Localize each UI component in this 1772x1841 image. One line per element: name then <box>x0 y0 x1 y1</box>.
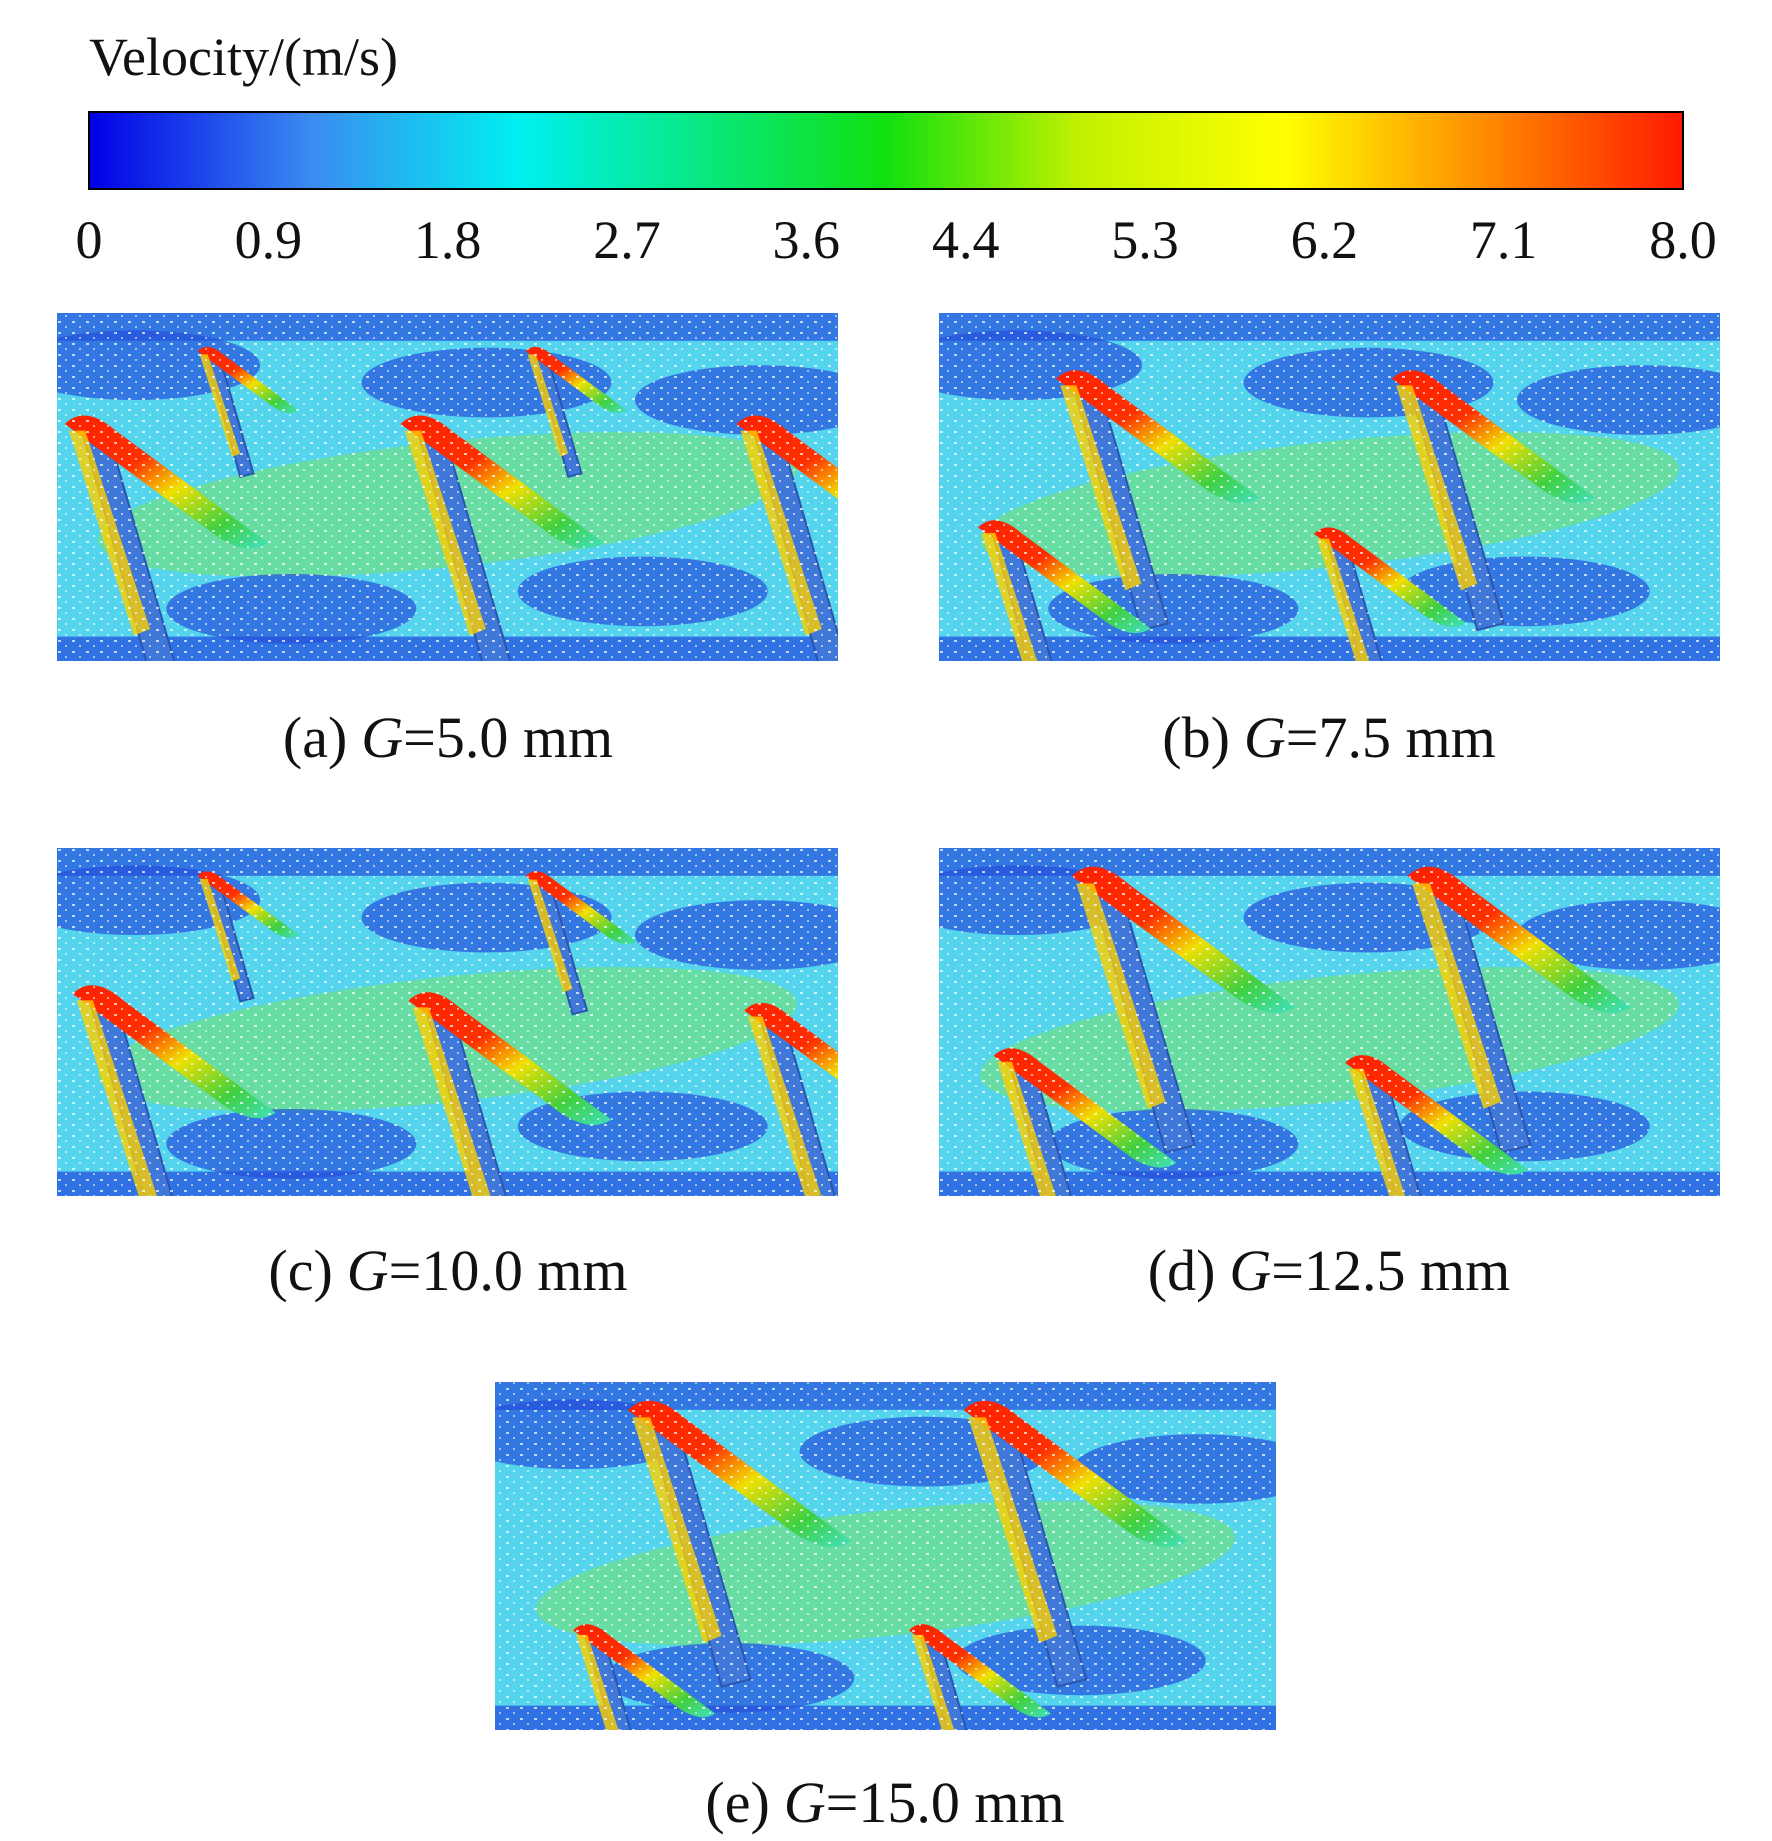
panels: (a) G=5.0 mm (b) G=7.5 mm(c) G=10.0 mm (d) G=1… <box>57 313 1720 1835</box>
caption-symbol: G <box>347 1238 389 1303</box>
caption-tag: (b) <box>1162 705 1230 770</box>
colorbar-tick-label: 7.1 <box>1470 210 1538 270</box>
colorbar-ticks: 0 0.9 1.8 2.7 3.6 4.4 5.3 6.2 7.1 8.0 <box>76 210 1717 270</box>
caption-tag: (d) <box>1148 1238 1216 1303</box>
caption-symbol: G <box>361 705 403 770</box>
caption-symbol: G <box>1229 1238 1271 1303</box>
caption-symbol: G <box>1244 705 1286 770</box>
colorbar-tick-label: 5.3 <box>1111 210 1179 270</box>
panel-caption: (d) G=12.5 mm <box>1148 1238 1510 1303</box>
caption-value: =12.5 mm <box>1271 1238 1510 1303</box>
colorbar-tick-label: 0.9 <box>235 210 303 270</box>
panel-caption: (e) G=15.0 mm <box>705 1770 1064 1835</box>
panel-caption: (b) G=7.5 mm <box>1162 705 1495 770</box>
caption-symbol: G <box>784 1770 826 1835</box>
colorbar-tick-label: 2.7 <box>593 210 661 270</box>
cfd-panel: (b) G=7.5 mm <box>939 313 1720 770</box>
caption-value: =5.0 mm <box>403 705 613 770</box>
caption-value: =15.0 mm <box>826 1770 1065 1835</box>
colorbar <box>88 111 1684 190</box>
cfd-panel: (e) G=15.0 mm <box>495 1382 1276 1835</box>
colorbar-tick-label: 1.8 <box>414 210 482 270</box>
cfd-panel: (d) G=12.5 mm <box>939 848 1720 1303</box>
colorbar-tick-label: 8.0 <box>1649 210 1717 270</box>
colorbar-tick-label: 0 <box>76 210 103 270</box>
colorbar-tick-label: 3.6 <box>773 210 841 270</box>
caption-value: =7.5 mm <box>1286 705 1496 770</box>
colorbar-tick-label: 4.4 <box>932 210 1000 270</box>
caption-tag: (e) <box>705 1770 769 1835</box>
panel-caption: (c) G=10.0 mm <box>268 1238 627 1303</box>
colorbar-tick-label: 6.2 <box>1291 210 1359 270</box>
colorbar-title: Velocity/(m/s) <box>89 27 398 87</box>
caption-tag: (c) <box>268 1238 332 1303</box>
cfd-panel: (a) G=5.0 mm <box>57 313 838 770</box>
caption-tag: (a) <box>283 705 347 770</box>
caption-value: =10.0 mm <box>389 1238 628 1303</box>
panel-caption: (a) G=5.0 mm <box>283 705 613 770</box>
cfd-panel: (c) G=10.0 mm <box>57 848 838 1303</box>
